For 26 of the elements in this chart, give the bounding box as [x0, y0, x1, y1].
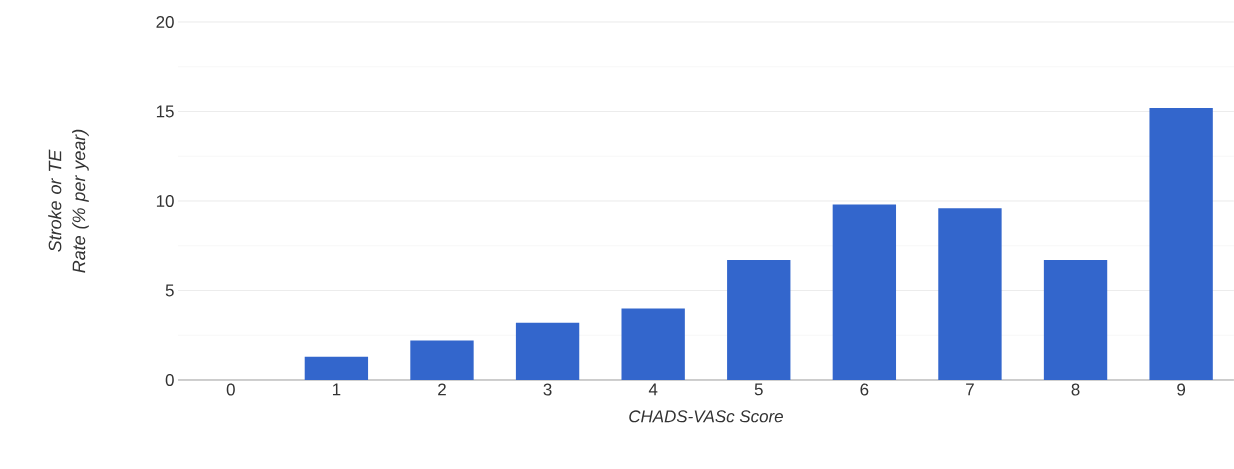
bar	[1043, 260, 1108, 380]
x-tick-label: 2	[438, 383, 446, 396]
x-tick-label: 1	[332, 383, 341, 396]
x-axis-title: CHADS-VASc Score	[629, 410, 783, 423]
y-tick-label: 20	[156, 16, 174, 28]
y-tick-label: 5	[165, 284, 174, 297]
x-tick-label: 8	[1071, 383, 1080, 396]
y-axis-title: Stroke or TE Rate (% per year)	[48, 129, 89, 273]
bar	[832, 204, 897, 380]
bar	[1149, 107, 1213, 380]
x-tick-label: 4	[648, 383, 658, 396]
x-tick-label: 7	[966, 383, 974, 396]
bar	[727, 260, 791, 380]
x-tick-label: 5	[754, 383, 763, 396]
y-tick-label: 10	[156, 195, 174, 207]
bar	[515, 322, 580, 380]
bar	[621, 308, 685, 380]
x-tick-label: 6	[860, 383, 869, 396]
y-tick-label: 0	[165, 374, 174, 386]
x-tick-label: 0	[226, 383, 235, 396]
x-tick-label: 9	[1177, 383, 1186, 396]
bar	[938, 208, 1002, 380]
bar	[304, 356, 369, 380]
y-tick-label: 15	[156, 105, 174, 118]
bar	[410, 340, 474, 380]
x-tick-label: 3	[543, 383, 552, 396]
